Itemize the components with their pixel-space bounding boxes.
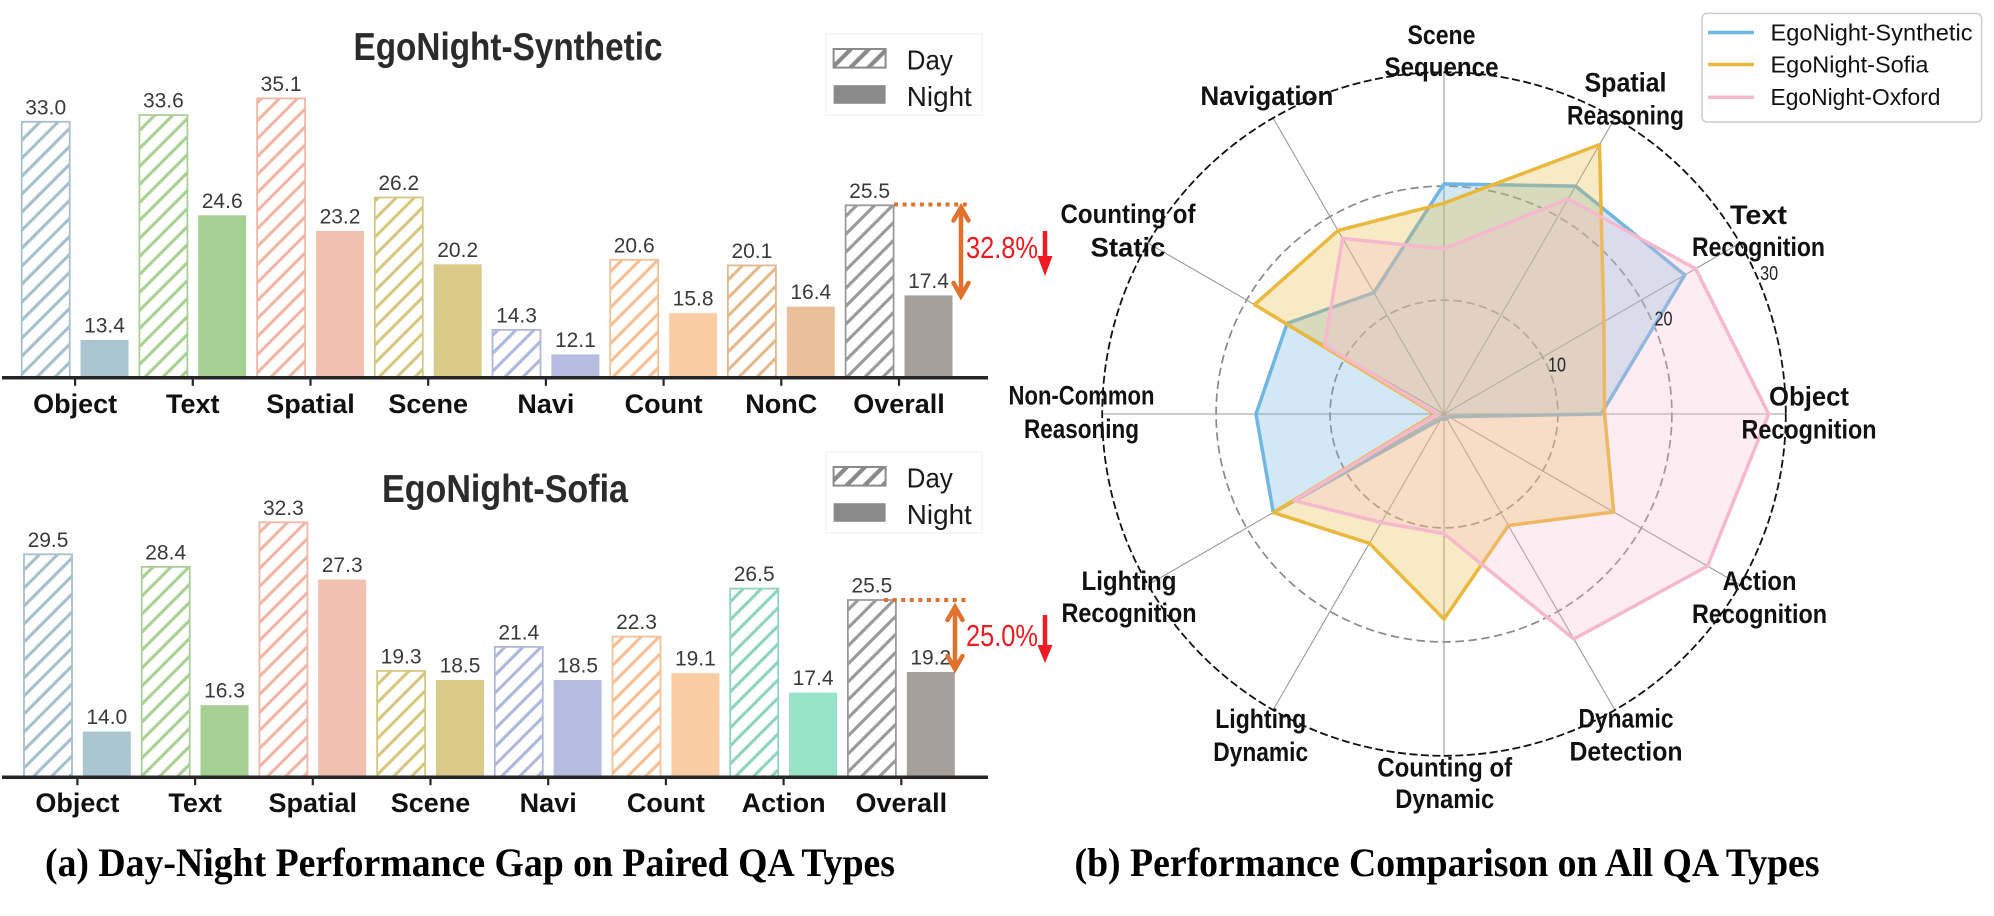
svg-text:Navigation: Navigation (1200, 81, 1333, 111)
svg-text:Object: Object (33, 389, 117, 419)
svg-text:EgoNight-Synthetic: EgoNight-Synthetic (1771, 20, 1973, 46)
svg-text:EgoNight-Synthetic: EgoNight-Synthetic (354, 26, 663, 69)
svg-text:32.3: 32.3 (263, 497, 304, 520)
svg-text:Spatial: Spatial (269, 788, 358, 818)
svg-text:13.4: 13.4 (84, 315, 125, 338)
svg-text:23.2: 23.2 (320, 205, 361, 228)
svg-text:EgoNight-Oxford: EgoNight-Oxford (1771, 84, 1941, 110)
svg-text:(a) Day-Night Performance Gap: (a) Day-Night Performance Gap on Paired … (45, 840, 895, 885)
svg-text:25.5: 25.5 (851, 575, 892, 598)
svg-text:20.1: 20.1 (731, 240, 772, 263)
svg-text:Day: Day (907, 45, 953, 76)
svg-text:12.1: 12.1 (555, 329, 596, 352)
svg-text:19.1: 19.1 (675, 648, 716, 671)
svg-text:Recognition: Recognition (1692, 599, 1827, 629)
svg-text:20: 20 (1655, 309, 1673, 331)
svg-text:17.4: 17.4 (793, 667, 834, 690)
svg-text:Text: Text (1730, 200, 1787, 230)
svg-text:20.6: 20.6 (614, 234, 655, 257)
svg-text:18.5: 18.5 (557, 655, 598, 678)
svg-text:Count: Count (625, 389, 703, 419)
svg-text:21.4: 21.4 (498, 621, 539, 644)
svg-text:22.3: 22.3 (616, 611, 657, 634)
svg-text:25.5: 25.5 (849, 180, 890, 203)
svg-text:EgoNight-Sofia: EgoNight-Sofia (382, 468, 628, 511)
svg-text:Count: Count (627, 788, 705, 818)
svg-text:Text: Text (166, 389, 220, 419)
svg-text:Scene: Scene (388, 389, 468, 419)
svg-text:Navi: Navi (517, 389, 574, 419)
svg-text:Scene: Scene (391, 788, 471, 818)
svg-text:Action: Action (742, 788, 826, 818)
svg-text:Overall: Overall (853, 389, 945, 419)
svg-text:Dynamic: Dynamic (1213, 737, 1308, 767)
svg-text:EgoNight-Sofia: EgoNight-Sofia (1771, 52, 1929, 78)
svg-text:35.1: 35.1 (261, 73, 302, 96)
svg-text:26.2: 26.2 (378, 172, 419, 195)
svg-text:14.3: 14.3 (496, 304, 537, 327)
svg-text:Lighting: Lighting (1082, 566, 1177, 596)
svg-text:Recognition: Recognition (1062, 598, 1197, 628)
svg-text:20.2: 20.2 (437, 239, 478, 262)
svg-text:Counting of: Counting of (1377, 753, 1513, 783)
svg-text:26.5: 26.5 (734, 563, 775, 586)
svg-text:10: 10 (1548, 354, 1566, 376)
svg-text:Scene: Scene (1408, 20, 1476, 50)
svg-text:Overall: Overall (856, 788, 948, 818)
svg-text:Day: Day (907, 463, 953, 494)
svg-text:Lighting: Lighting (1215, 704, 1306, 734)
svg-text:30: 30 (1760, 263, 1778, 285)
svg-text:Dynamic: Dynamic (1395, 784, 1494, 814)
svg-text:19.2: 19.2 (910, 647, 951, 670)
svg-text:Action: Action (1723, 566, 1797, 596)
svg-text:33.0: 33.0 (25, 96, 66, 119)
svg-text:(b) Performance Comparison on: (b) Performance Comparison on All QA Typ… (1075, 840, 1820, 885)
svg-text:Static: Static (1091, 233, 1166, 263)
svg-text:16.3: 16.3 (204, 680, 245, 703)
svg-text:Recognition: Recognition (1742, 415, 1877, 445)
svg-text:Reasoning: Reasoning (1024, 414, 1139, 444)
svg-text:15.8: 15.8 (673, 288, 714, 311)
svg-text:Object: Object (1769, 382, 1849, 412)
svg-text:Text: Text (168, 788, 222, 818)
svg-text:Night: Night (907, 81, 972, 112)
svg-text:Navi: Navi (520, 788, 577, 818)
svg-text:Night: Night (907, 499, 972, 530)
svg-text:Spatial: Spatial (1585, 68, 1667, 98)
svg-text:Detection: Detection (1570, 737, 1683, 767)
svg-text:Spatial: Spatial (266, 389, 355, 419)
svg-text:25.0%: 25.0% (966, 618, 1038, 653)
svg-text:Dynamic: Dynamic (1579, 704, 1674, 734)
svg-text:Sequence: Sequence (1385, 52, 1499, 82)
svg-text:Counting of: Counting of (1061, 199, 1197, 229)
svg-text:28.4: 28.4 (145, 541, 186, 564)
svg-text:29.5: 29.5 (28, 529, 69, 552)
svg-text:27.3: 27.3 (322, 554, 363, 577)
svg-text:18.5: 18.5 (440, 655, 481, 678)
svg-text:19.3: 19.3 (381, 645, 422, 668)
svg-text:NonC: NonC (745, 389, 817, 419)
svg-text:Object: Object (35, 788, 119, 818)
svg-text:17.4: 17.4 (908, 270, 949, 293)
svg-text:Non-Common: Non-Common (1009, 381, 1155, 411)
svg-text:16.4: 16.4 (790, 281, 831, 304)
svg-text:Recognition: Recognition (1692, 232, 1825, 262)
svg-text:24.6: 24.6 (202, 190, 243, 213)
svg-text:32.8%: 32.8% (966, 230, 1038, 265)
svg-text:Reasoning: Reasoning (1567, 101, 1684, 131)
svg-text:33.6: 33.6 (143, 90, 184, 113)
svg-text:14.0: 14.0 (86, 706, 127, 729)
